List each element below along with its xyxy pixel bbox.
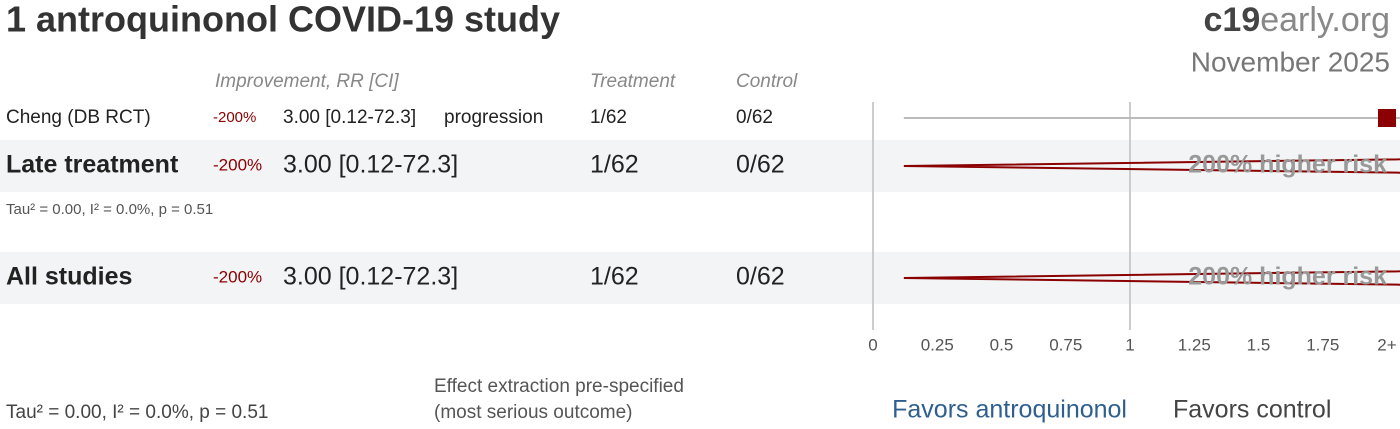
x-tick-label: 0.75 <box>1049 335 1082 354</box>
control: 0/62 <box>736 263 785 291</box>
column-header: Control <box>736 71 798 92</box>
treatment: 1/62 <box>590 263 639 291</box>
plot-area <box>903 117 1400 286</box>
effect: 3.00 [0.12-72.3] <box>283 151 458 179</box>
treatment: 1/62 <box>590 107 627 128</box>
effect: 3.00 [0.12-72.3] <box>283 107 416 128</box>
heterogeneity: Tau² = 0.00, I² = 0.0%, p = 0.51 <box>6 201 213 218</box>
favors-left: Favors antroquinonol <box>892 396 1127 424</box>
date: November 2025 <box>1191 46 1390 77</box>
risk-label: 200% higher risk <box>1188 263 1387 291</box>
improvement: -200% <box>213 109 256 126</box>
row-label: Late treatment <box>6 151 179 179</box>
x-tick-label: 1 <box>1125 335 1134 354</box>
note: Effect extraction pre-specified <box>434 376 684 397</box>
x-tick-label: 0.5 <box>990 335 1014 354</box>
row-band <box>0 140 1400 192</box>
row-label: All studies <box>6 263 132 291</box>
treatment: 1/62 <box>590 151 639 179</box>
note: (most serious outcome) <box>434 402 633 423</box>
improvement: -200% <box>213 155 262 174</box>
row-label: Cheng (DB RCT) <box>6 107 151 128</box>
column-header: Improvement, RR [CI] <box>215 71 399 92</box>
x-tick-label: 1.75 <box>1306 335 1339 354</box>
heterogeneity: Tau² = 0.00, I² = 0.0%, p = 0.51 <box>6 402 268 423</box>
column-header: Treatment <box>590 71 676 92</box>
effect: 3.00 [0.12-72.3] <box>283 263 458 291</box>
control: 0/62 <box>736 107 773 128</box>
x-tick-label: 2+ <box>1377 335 1396 354</box>
x-tick-label: 0 <box>868 335 877 354</box>
brand-rest: early.org <box>1260 1 1390 39</box>
brand-bold: c19 <box>1204 1 1261 39</box>
favors-right: Favors control <box>1173 396 1331 424</box>
effect-marker <box>1378 109 1396 127</box>
risk-label: 200% higher risk <box>1188 151 1387 179</box>
outcome: progression <box>444 107 543 128</box>
x-tick-label: 1.25 <box>1178 335 1211 354</box>
brand: c19early.org <box>1204 1 1391 39</box>
summary-diamond <box>903 158 1400 174</box>
x-tick-label: 1.5 <box>1247 335 1271 354</box>
row-band <box>0 252 1400 304</box>
control: 0/62 <box>736 151 785 179</box>
improvement: -200% <box>213 267 262 286</box>
x-tick-label: 0.25 <box>921 335 954 354</box>
summary-diamond <box>903 270 1400 286</box>
title: 1 antroquinonol COVID-19 study <box>6 0 560 40</box>
